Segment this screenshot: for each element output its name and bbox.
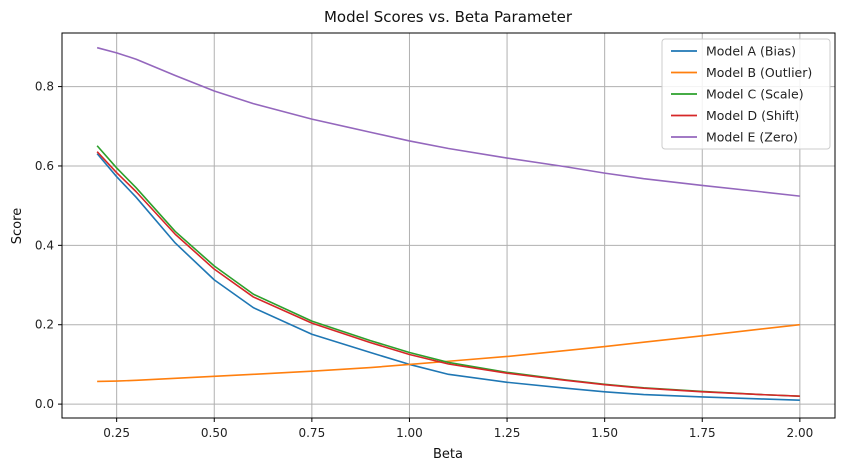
x-tick-label: 1.25 bbox=[494, 426, 521, 440]
legend-entry-label: Model C (Scale) bbox=[706, 87, 804, 102]
y-axis-label: Score bbox=[10, 208, 25, 244]
chart-title: Model Scores vs. Beta Parameter bbox=[324, 8, 573, 26]
y-tick-label: 0.0 bbox=[35, 397, 54, 411]
x-tick-label: 1.75 bbox=[689, 426, 716, 440]
x-tick-label: 0.25 bbox=[103, 426, 130, 440]
legend-entry-label: Model E (Zero) bbox=[706, 130, 798, 145]
x-tick-label: 2.00 bbox=[787, 426, 814, 440]
y-tick-label: 0.8 bbox=[35, 80, 54, 94]
legend-entry-label: Model A (Bias) bbox=[706, 44, 796, 59]
legend-frame bbox=[661, 38, 831, 150]
legend-entry-label: Model B (Outlier) bbox=[706, 65, 812, 80]
series-line-model-d-shift bbox=[96, 151, 800, 397]
y-tick-label: 0.6 bbox=[35, 159, 54, 173]
plot-frame bbox=[61, 32, 836, 419]
y-tick-label: 0.2 bbox=[35, 318, 54, 332]
series-line-model-c-scale bbox=[96, 145, 800, 397]
series-line-model-e-zero bbox=[96, 46, 800, 197]
y-tick-label: 0.4 bbox=[35, 238, 54, 252]
x-tick-label: 1.50 bbox=[591, 426, 618, 440]
x-tick-label: 0.75 bbox=[298, 426, 325, 440]
x-tick-label: 1.00 bbox=[396, 426, 423, 440]
x-tick-label: 0.50 bbox=[201, 426, 228, 440]
ticks: 0.25 0.50 0.75 1.00 1.25 1.50 1.75 2.00 0.0 0.2 0.… bbox=[35, 80, 813, 440]
series-line-model-b-outlier bbox=[97, 323, 800, 383]
legend-entry-label: Model D (Shift) bbox=[706, 108, 799, 123]
legend: Model A (Bias) Model B (Outlier) Model C (… bbox=[661, 38, 831, 150]
x-axis-label: Beta bbox=[433, 447, 463, 462]
series-lines bbox=[96, 46, 800, 401]
